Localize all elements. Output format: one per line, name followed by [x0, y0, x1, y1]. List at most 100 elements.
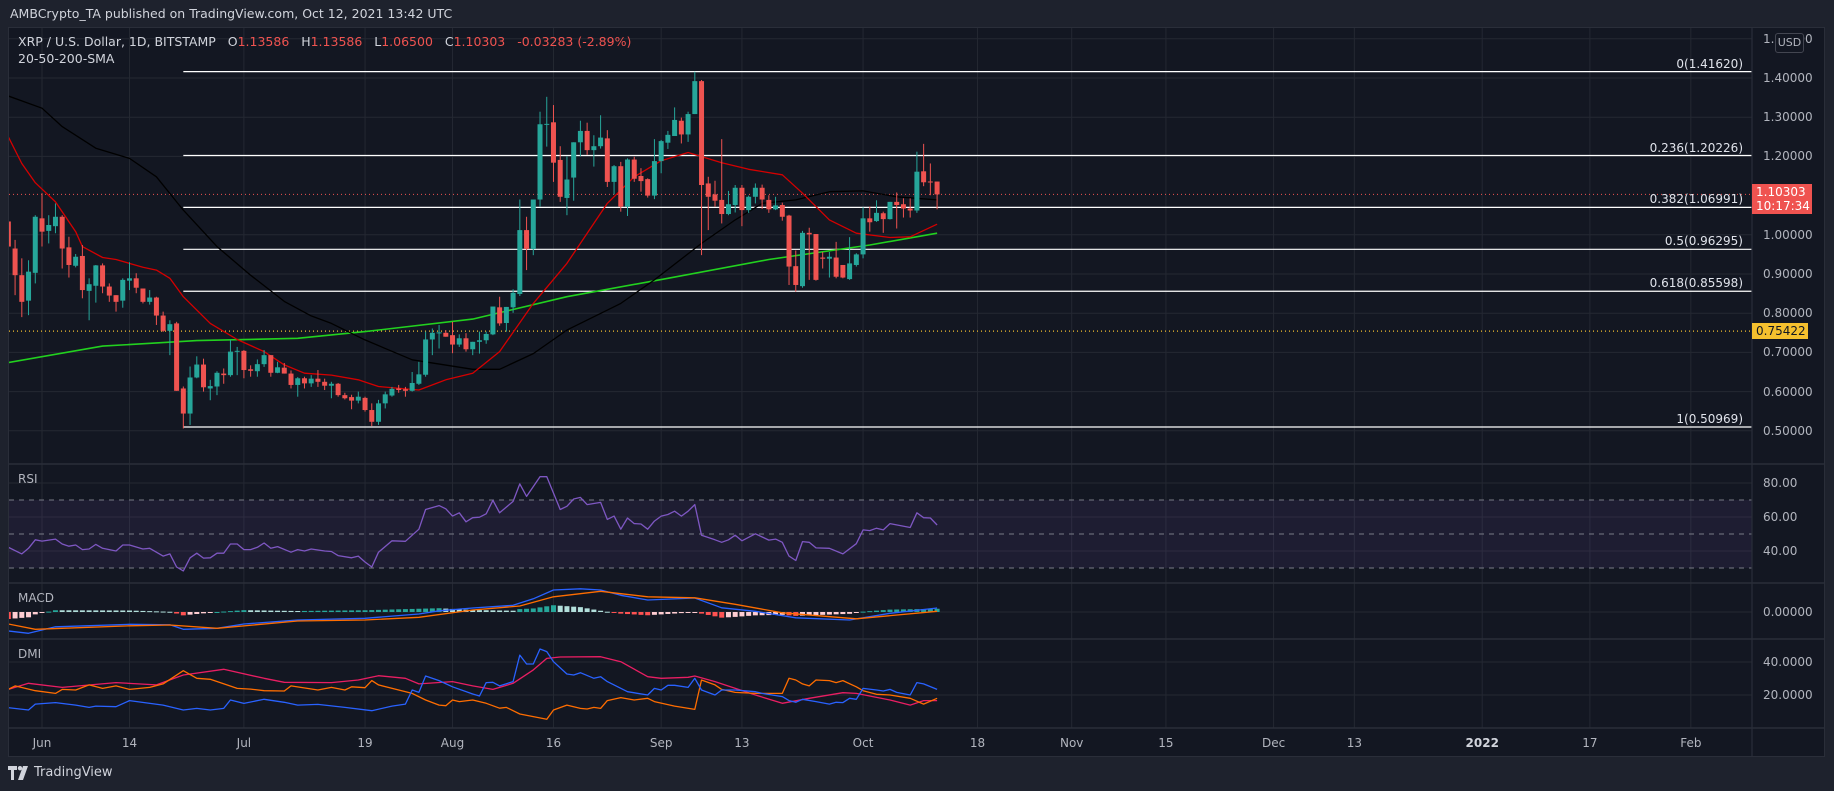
candle[interactable] — [295, 377, 301, 397]
candle[interactable] — [719, 139, 725, 224]
candle[interactable] — [739, 185, 745, 227]
candle[interactable] — [450, 321, 456, 354]
candle[interactable] — [840, 264, 846, 279]
candle[interactable] — [106, 283, 112, 302]
candle[interactable] — [396, 384, 402, 393]
candle[interactable] — [833, 241, 839, 279]
candle[interactable] — [241, 350, 247, 379]
candle[interactable] — [187, 366, 193, 425]
price-pane[interactable] — [6, 71, 1752, 429]
candle[interactable] — [369, 403, 375, 427]
candle[interactable] — [416, 361, 422, 385]
candle[interactable] — [133, 273, 139, 294]
candle[interactable] — [880, 211, 886, 233]
candle[interactable] — [93, 264, 99, 303]
macd-pane[interactable] — [6, 588, 940, 634]
candle[interactable] — [611, 165, 617, 195]
candle[interactable] — [766, 195, 772, 213]
candle[interactable] — [483, 331, 489, 344]
candle[interactable] — [301, 376, 307, 389]
candle[interactable] — [26, 260, 32, 316]
candle[interactable] — [315, 370, 321, 387]
candle[interactable] — [52, 203, 58, 234]
candle[interactable] — [921, 143, 927, 187]
candle[interactable] — [174, 321, 180, 391]
candle[interactable] — [268, 355, 274, 377]
candle[interactable] — [19, 258, 25, 318]
candle[interactable] — [806, 227, 812, 280]
candle[interactable] — [577, 120, 583, 157]
candle[interactable] — [820, 252, 826, 269]
candle[interactable] — [180, 386, 186, 429]
currency-button[interactable]: USD — [1775, 33, 1804, 53]
candle[interactable] — [153, 296, 159, 325]
candle[interactable] — [826, 252, 832, 278]
candle[interactable] — [221, 368, 227, 384]
candle[interactable] — [853, 253, 859, 267]
candle[interactable] — [557, 146, 563, 202]
candle[interactable] — [894, 192, 900, 229]
candle[interactable] — [544, 96, 550, 147]
candle[interactable] — [887, 201, 893, 220]
candle[interactable] — [503, 306, 509, 332]
candle[interactable] — [618, 161, 624, 212]
candle[interactable] — [658, 139, 664, 174]
candle[interactable] — [167, 320, 173, 356]
candle[interactable] — [746, 195, 752, 213]
candle[interactable] — [584, 122, 590, 155]
candle[interactable] — [732, 185, 738, 213]
candle[interactable] — [234, 346, 240, 376]
candle[interactable] — [349, 394, 355, 410]
candle[interactable] — [604, 130, 610, 187]
candle[interactable] — [537, 111, 543, 207]
candle[interactable] — [402, 386, 408, 397]
candle[interactable] — [281, 362, 287, 374]
candle[interactable] — [140, 288, 146, 304]
candle[interactable] — [254, 359, 260, 377]
candle[interactable] — [490, 306, 496, 336]
candle[interactable] — [429, 328, 435, 356]
candle[interactable] — [275, 361, 281, 374]
candle[interactable] — [436, 324, 442, 349]
candle[interactable] — [631, 156, 637, 182]
candle[interactable] — [638, 168, 644, 192]
candle[interactable] — [665, 130, 671, 149]
candle[interactable] — [524, 216, 530, 271]
candle[interactable] — [355, 391, 361, 404]
candle[interactable] — [705, 176, 711, 231]
candle[interactable] — [692, 71, 698, 115]
candle[interactable] — [147, 290, 153, 305]
candle[interactable] — [779, 202, 785, 221]
candle[interactable] — [470, 341, 476, 356]
candle[interactable] — [409, 372, 415, 392]
candle[interactable] — [160, 311, 166, 333]
candle[interactable] — [799, 230, 805, 288]
candle[interactable] — [59, 215, 65, 269]
candle[interactable] — [376, 399, 381, 425]
candle[interactable] — [113, 295, 119, 312]
candle[interactable] — [476, 331, 482, 354]
candle[interactable] — [322, 378, 328, 391]
candle[interactable] — [651, 139, 657, 200]
candle[interactable] — [847, 237, 853, 280]
candle[interactable] — [328, 381, 334, 399]
candle[interactable] — [699, 79, 705, 256]
candle[interactable] — [248, 365, 254, 377]
footer-logo[interactable]: TradingView — [8, 765, 113, 780]
candle[interactable] — [571, 142, 577, 201]
candle[interactable] — [712, 180, 718, 207]
sma-indicator-label[interactable]: 20-50-200-SMA — [18, 51, 115, 66]
rsi-pane[interactable] — [8, 476, 1752, 572]
candle[interactable] — [591, 135, 597, 167]
candle[interactable] — [625, 158, 631, 216]
candle[interactable] — [725, 190, 731, 216]
candle[interactable] — [12, 239, 18, 296]
candle[interactable] — [126, 262, 132, 291]
candle[interactable] — [261, 350, 267, 367]
candle[interactable] — [645, 178, 651, 198]
candle[interactable] — [510, 289, 516, 313]
candle[interactable] — [79, 244, 85, 299]
candle[interactable] — [382, 391, 388, 409]
candle[interactable] — [443, 330, 449, 337]
candle[interactable] — [867, 206, 873, 232]
